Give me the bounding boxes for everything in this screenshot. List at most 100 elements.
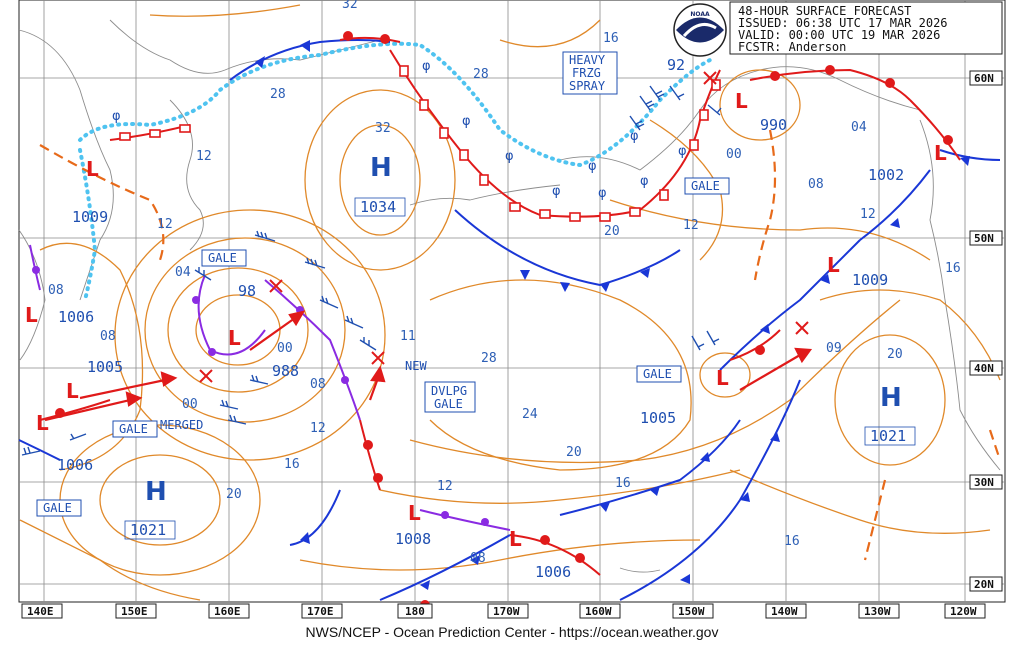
lon-label: 140W [771,605,798,618]
ice-accretion-markers [119,65,721,222]
isobar-label: 20 [604,224,620,239]
low-center-markers: L L L L L L L L L L L [25,89,947,551]
troughs [39,129,1002,561]
dvlpg-gale-line1: DVLPG [431,384,467,398]
lon-label-box: 140E [21,603,63,619]
isobar-label: 16 [603,31,619,46]
lat-label-box: 40N [969,360,1003,376]
high-label: H [370,153,392,183]
svg-text:L: L [25,303,38,327]
lon-label-box: 120W [944,603,986,619]
isobar-label: 08 [100,329,116,344]
storm-track-arrows [44,310,813,422]
new-label: NEW [405,359,427,373]
occluded-front-symbols [32,266,489,526]
isobar-label: 00 [277,341,293,356]
heavy-frzg-spray-line1: HEAVY [569,53,606,67]
low-value: 92 [667,56,685,74]
low-values: 1009 1006 1005 1006 988 1008 1006 1005 9… [57,56,904,581]
lon-label: 170E [307,605,334,618]
high-value: 1021 [870,427,906,445]
isobar-label: 08 [808,177,824,192]
latitude-labels: 60N 50N 40N 30N 20N [969,70,1003,592]
high-label: H [880,383,902,413]
isobar-label: 00 [726,147,742,162]
lat-label: 30N [974,476,994,489]
isobar-label: 12 [860,207,876,222]
svg-text:L: L [408,501,421,525]
lat-label: 60N [974,72,994,85]
lon-label: 120W [950,605,977,618]
isobar-label: 09 [826,341,842,356]
header-valid: VALID: 00:00 UTC 19 MAR 2026 [738,28,940,42]
svg-text:L: L [66,379,79,403]
isobar-label: 12 [437,479,453,494]
lat-label-box: 60N [969,70,1003,86]
svg-text:L: L [86,157,99,181]
heavy-frzg-spray-line3: SPRAY [569,79,606,93]
isobar-label: 32 [342,0,358,12]
svg-text:φ: φ [630,129,639,144]
low-value: 1008 [395,530,431,548]
low-value: 1009 [72,208,108,226]
header-forecaster: FCSTR: Anderson [738,40,846,54]
warning-labels: HEAVY FRZG SPRAY GALE GALE GALE GALE GAL… [36,51,730,517]
isobar-label: 12 [196,149,212,164]
svg-text:L: L [509,527,522,551]
isobar-label: 12 [683,218,699,233]
svg-text:φ: φ [552,184,561,199]
lon-label-box: 130W [858,603,900,619]
isobar-label: 20 [887,347,903,362]
svg-text:L: L [228,326,241,350]
cold-front-barbs [255,40,970,590]
isobar-label: 08 [470,551,486,566]
lat-label-box: 20N [969,576,1003,592]
isobar-label: 28 [481,351,497,366]
low-value: 1002 [868,166,904,184]
svg-text:φ: φ [505,149,514,164]
lon-label: 130W [864,605,891,618]
isobar-label: 16 [615,476,631,491]
lon-label-box: 160W [579,603,621,619]
isobar-label: 12 [157,217,173,232]
svg-text:NOAA: NOAA [690,11,710,18]
low-value: 988 [272,362,299,380]
isobar-label: 32 [375,121,391,136]
svg-text:φ: φ [462,114,471,129]
graticule [19,0,1005,602]
lon-label-box: 140W [765,603,807,619]
svg-text:φ: φ [598,186,607,201]
warm-front-bumps [55,31,953,610]
merged-label: MERGED [160,418,203,432]
lon-label-box: 170W [487,603,529,619]
isobar-label: 04 [851,120,867,135]
svg-text:φ: φ [588,159,597,174]
lat-label-box: 30N [969,474,1003,490]
header-issued: ISSUED: 06:38 UTC 17 MAR 2026 [738,16,948,30]
cold-fronts [18,39,1001,601]
wind-barbs [21,85,722,456]
svg-text:φ: φ [112,109,121,124]
longitude-labels: 140E 150E 160E 170E 180 170W 160W 150W 1… [21,603,986,619]
lon-label-box: 150W [672,603,714,619]
svg-text:L: L [735,89,748,113]
gale-label: GALE [119,422,148,436]
isobar-label: 00 [182,397,198,412]
low-value: 1009 [852,271,888,289]
lon-label: 180 [405,605,425,618]
isobar-label: 04 [175,265,191,280]
high-value: 1021 [130,521,166,539]
svg-text:L: L [827,253,840,277]
isobar-label: 20 [566,445,582,460]
map-frame [18,0,1006,603]
forecast-x-markers [199,71,809,383]
isobar-label: 08 [48,283,64,298]
isobar-label: 11 [400,329,416,344]
svg-text:L: L [716,366,729,390]
svg-text:φ: φ [678,144,687,159]
svg-text:L: L [934,141,947,165]
header-title: 48-HOUR SURFACE FORECAST [738,4,911,18]
lon-label-box: 170E [301,603,343,619]
forecast-header: 48-HOUR SURFACE FORECAST ISSUED: 06:38 U… [729,1,1003,55]
